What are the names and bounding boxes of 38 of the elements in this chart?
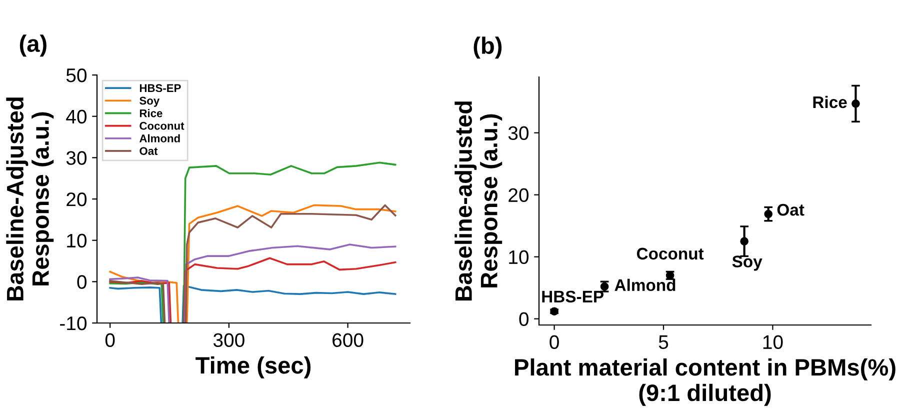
legend-label: HBS-EP bbox=[140, 84, 181, 92]
x-tick-label: 10 bbox=[763, 335, 783, 350]
y-tick-label: 0 bbox=[77, 275, 87, 289]
x-axis-title: Time (sec) bbox=[196, 356, 311, 378]
y-axis-title: Baseline-adjusted Response (a.u.) bbox=[454, 102, 502, 300]
legend-label: Almond bbox=[140, 134, 180, 142]
y-tick-label: 20 bbox=[508, 188, 529, 202]
y-tick-label: 30 bbox=[508, 126, 529, 140]
y-tick-label: 10 bbox=[67, 234, 87, 248]
legend-label: Oat bbox=[140, 147, 158, 155]
y-tick-label: 10 bbox=[509, 250, 529, 264]
annotation: HBS-EP bbox=[542, 290, 604, 303]
legend-label: Rice bbox=[140, 109, 162, 118]
annotation: Almond bbox=[614, 278, 676, 292]
annotation: Soy bbox=[732, 256, 762, 271]
legend-label: Soy bbox=[140, 96, 160, 107]
x-tick-label: 600 bbox=[332, 333, 364, 348]
chart-title: (b) bbox=[474, 36, 502, 59]
y-tick-label: 20 bbox=[66, 192, 87, 206]
x-axis-title: Plant material content in PBMs(%) (9:1 diluted) bbox=[515, 358, 896, 406]
x-tick-label: 5 bbox=[658, 335, 668, 350]
y-tick-label: -10 bbox=[60, 316, 87, 330]
y-tick-label: 30 bbox=[66, 151, 87, 165]
x-tick-label: 0 bbox=[105, 333, 115, 348]
chart-title: (a) bbox=[20, 34, 46, 57]
point bbox=[764, 210, 773, 218]
annotation: Rice bbox=[813, 96, 847, 108]
y-tick-label: 0 bbox=[519, 312, 529, 326]
y-tick-label: 40 bbox=[66, 110, 87, 124]
y-axis-title: Baseline-Adjusted Response (a.u.) bbox=[6, 98, 54, 300]
annotation: Oat bbox=[777, 204, 804, 216]
x-tick-label: 0 bbox=[550, 335, 559, 350]
point bbox=[852, 99, 860, 108]
x-tick-label: 300 bbox=[213, 333, 244, 348]
y-tick-label: 50 bbox=[66, 68, 87, 82]
annotation: Coconut bbox=[636, 248, 704, 260]
legend-label: Coconut bbox=[140, 122, 184, 130]
point bbox=[740, 237, 748, 246]
